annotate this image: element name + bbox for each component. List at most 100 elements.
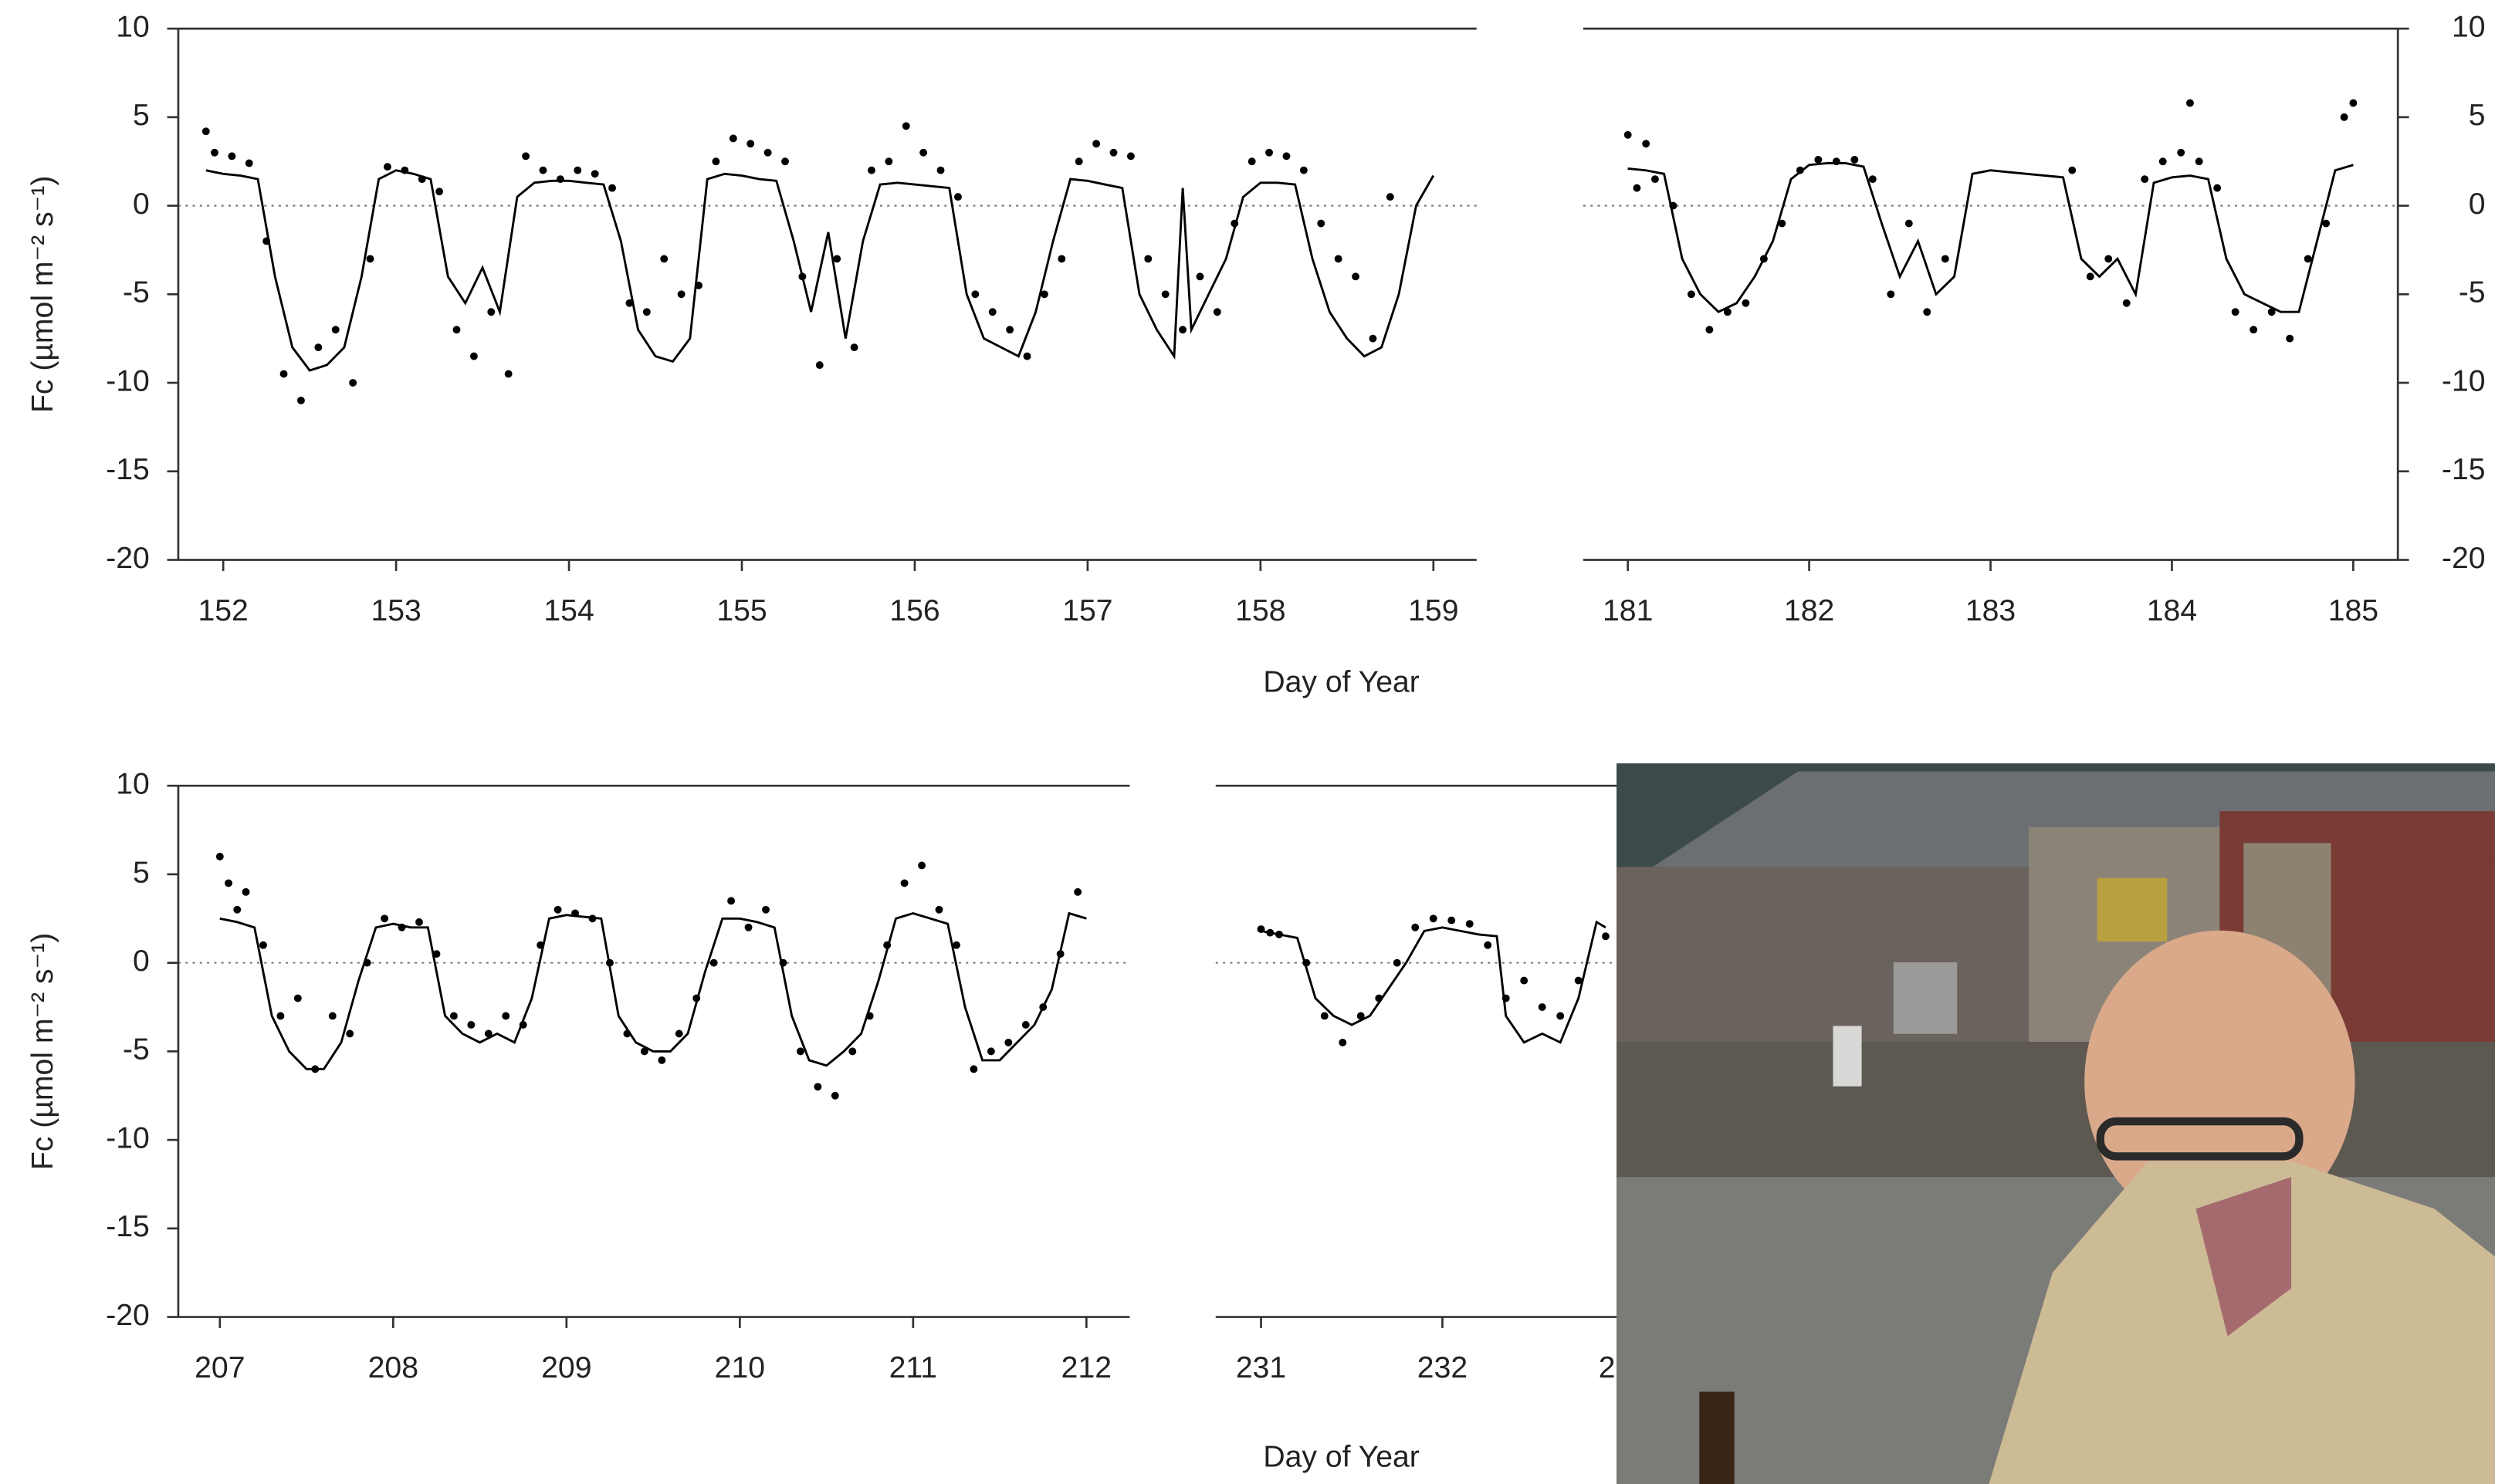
data-point [640, 1047, 648, 1056]
y-tick-label: -10 [106, 1121, 150, 1154]
data-point [2340, 113, 2348, 121]
x-tick-label: 183 [1965, 594, 2016, 627]
data-point [554, 905, 562, 914]
data-point [432, 950, 441, 958]
model-line [1261, 920, 1606, 1044]
y-tick-label: -5 [123, 276, 150, 309]
x-tick-label: 154 [543, 594, 594, 627]
data-point [815, 361, 824, 370]
data-point [1317, 219, 1325, 228]
data-point [2250, 326, 2258, 334]
data-point [831, 1091, 839, 1100]
data-point [709, 958, 718, 967]
data-point [449, 1012, 458, 1020]
data-point [2086, 272, 2094, 281]
data-point [1386, 193, 1394, 201]
data-point [201, 127, 210, 136]
data-point [2068, 166, 2077, 174]
data-point [1447, 916, 1456, 925]
x-tick-label: 184 [2147, 594, 2197, 627]
data-point [381, 914, 389, 923]
data-point [1723, 308, 1732, 316]
data-point [1248, 157, 1256, 166]
data-point [1092, 140, 1101, 148]
data-point [954, 193, 962, 201]
data-point [233, 905, 242, 914]
data-point [2286, 334, 2294, 343]
y-tick-label: -5 [2459, 276, 2486, 309]
data-point [1109, 148, 1118, 157]
data-point [415, 918, 423, 926]
data-point [1705, 326, 1714, 334]
data-point [1356, 1012, 1365, 1020]
data-point [1904, 219, 1913, 228]
data-point [487, 308, 496, 316]
x-tick-label: 153 [371, 594, 421, 627]
data-point [1075, 157, 1083, 166]
data-point [727, 897, 736, 905]
data-point [1074, 887, 1082, 896]
data-point [814, 1083, 822, 1091]
data-point [1465, 920, 1474, 928]
data-point [833, 255, 841, 263]
data-point [1642, 140, 1650, 148]
data-point [1144, 255, 1153, 263]
data-point [1320, 1012, 1329, 1020]
data-point [987, 1047, 995, 1056]
data-point [328, 1012, 337, 1020]
x-tick-label: 155 [716, 594, 767, 627]
data-point [868, 166, 875, 174]
data-point [919, 148, 928, 157]
x-tick-label: 156 [889, 594, 939, 627]
data-point [1265, 148, 1274, 157]
data-point [900, 879, 909, 887]
data-point [279, 370, 288, 378]
photo [1617, 763, 2495, 1484]
y-tick-label: 0 [133, 188, 150, 221]
data-point [885, 157, 893, 166]
data-point [574, 166, 582, 174]
data-point [642, 308, 651, 316]
data-point [1334, 255, 1342, 263]
data-point [971, 290, 980, 299]
data-point [1006, 326, 1014, 334]
x-tick-label: 185 [2328, 594, 2378, 627]
data-point [502, 1012, 510, 1020]
x-tick-label: 181 [1603, 594, 1653, 627]
data-point [2158, 157, 2167, 166]
data-point [1484, 941, 1492, 949]
data-point [242, 887, 250, 896]
y-tick-label: -10 [106, 364, 150, 397]
data-point [796, 1047, 804, 1056]
data-point [850, 343, 858, 352]
data-point [1213, 308, 1221, 316]
data-point [467, 1021, 476, 1029]
data-point [2349, 99, 2358, 107]
y-axis-label: Fc (µmol m⁻² s⁻¹) [26, 933, 59, 1170]
data-point [1179, 326, 1187, 334]
data-point [1556, 1012, 1565, 1020]
data-point [2104, 255, 2113, 263]
data-point [228, 152, 236, 161]
data-point [539, 166, 547, 174]
data-point [1650, 175, 1659, 184]
x-tick-label: 232 [1417, 1351, 1468, 1384]
data-point [1687, 290, 1695, 299]
y-tick-label: 5 [133, 99, 150, 132]
x-tick-label: 212 [1061, 1351, 1112, 1384]
x-tick-label: 157 [1062, 594, 1112, 627]
data-point [297, 397, 305, 404]
data-point [1742, 299, 1750, 307]
y-tick-label: 10 [116, 10, 150, 43]
data-point [1814, 155, 1823, 164]
data-point [744, 923, 753, 931]
x-tick-label: 207 [195, 1351, 245, 1384]
data-point [346, 1029, 354, 1038]
data-point [1520, 976, 1528, 985]
data-point [314, 343, 323, 352]
data-point [675, 1029, 683, 1038]
data-point [1393, 958, 1401, 967]
x-tick-label: 152 [198, 594, 249, 627]
data-point [1429, 914, 1437, 923]
